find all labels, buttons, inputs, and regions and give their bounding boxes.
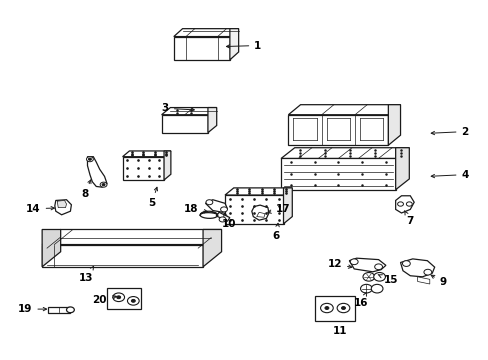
- Polygon shape: [224, 188, 292, 195]
- Polygon shape: [288, 115, 387, 145]
- Circle shape: [219, 217, 225, 222]
- Circle shape: [86, 157, 93, 162]
- Polygon shape: [281, 158, 395, 190]
- Circle shape: [336, 303, 349, 313]
- Polygon shape: [42, 229, 61, 267]
- Polygon shape: [207, 108, 216, 133]
- Circle shape: [127, 297, 139, 305]
- Polygon shape: [229, 29, 238, 60]
- Circle shape: [205, 200, 212, 205]
- Polygon shape: [281, 148, 408, 158]
- Polygon shape: [203, 229, 221, 267]
- Polygon shape: [57, 201, 66, 208]
- Circle shape: [66, 307, 74, 313]
- Circle shape: [374, 264, 382, 270]
- Circle shape: [117, 296, 121, 299]
- Bar: [107, 288, 141, 309]
- Text: 18: 18: [183, 204, 207, 215]
- Circle shape: [113, 293, 124, 302]
- Bar: [315, 296, 354, 320]
- Circle shape: [102, 184, 105, 186]
- Polygon shape: [161, 115, 207, 133]
- Text: 14: 14: [26, 204, 54, 214]
- Text: 15: 15: [377, 275, 397, 285]
- Text: 11: 11: [332, 326, 346, 336]
- Circle shape: [131, 300, 135, 302]
- Polygon shape: [387, 105, 400, 145]
- Polygon shape: [395, 196, 413, 213]
- Circle shape: [362, 273, 374, 281]
- Polygon shape: [288, 105, 400, 115]
- Polygon shape: [163, 151, 170, 180]
- Polygon shape: [173, 29, 238, 37]
- Polygon shape: [216, 212, 229, 221]
- Circle shape: [88, 158, 91, 160]
- Polygon shape: [122, 157, 163, 180]
- Polygon shape: [283, 188, 292, 224]
- Circle shape: [320, 303, 332, 313]
- Polygon shape: [55, 200, 71, 215]
- Circle shape: [341, 307, 345, 310]
- Circle shape: [423, 269, 431, 275]
- Text: 5: 5: [148, 187, 157, 208]
- Polygon shape: [48, 307, 70, 313]
- Polygon shape: [251, 205, 268, 220]
- Text: 12: 12: [327, 259, 351, 269]
- Circle shape: [220, 207, 227, 212]
- Polygon shape: [395, 148, 408, 190]
- Text: 7: 7: [404, 211, 413, 226]
- Circle shape: [325, 307, 328, 310]
- Polygon shape: [417, 277, 429, 284]
- Text: 8: 8: [81, 180, 91, 199]
- Text: 1: 1: [226, 41, 261, 50]
- Text: 19: 19: [18, 304, 46, 314]
- Text: 16: 16: [353, 292, 368, 309]
- Circle shape: [360, 284, 371, 293]
- Polygon shape: [173, 37, 229, 60]
- Text: 4: 4: [430, 170, 468, 180]
- Polygon shape: [205, 200, 227, 212]
- Polygon shape: [161, 108, 216, 115]
- Text: 20: 20: [92, 295, 116, 305]
- Circle shape: [349, 259, 357, 265]
- Text: 6: 6: [272, 223, 279, 241]
- Polygon shape: [42, 229, 221, 244]
- Circle shape: [370, 284, 382, 293]
- Text: 13: 13: [79, 266, 93, 283]
- Circle shape: [406, 202, 411, 206]
- Circle shape: [402, 261, 409, 266]
- Polygon shape: [400, 259, 434, 277]
- Text: 3: 3: [162, 103, 194, 113]
- Polygon shape: [42, 244, 203, 267]
- Polygon shape: [256, 212, 264, 217]
- Polygon shape: [87, 157, 107, 187]
- Circle shape: [373, 273, 385, 281]
- Text: 2: 2: [430, 127, 468, 136]
- Polygon shape: [122, 151, 170, 157]
- Text: 17: 17: [267, 204, 290, 215]
- Polygon shape: [224, 195, 283, 224]
- Text: 9: 9: [430, 275, 446, 287]
- Circle shape: [100, 182, 107, 187]
- Circle shape: [397, 202, 403, 206]
- Polygon shape: [348, 258, 385, 272]
- Text: 10: 10: [221, 213, 236, 229]
